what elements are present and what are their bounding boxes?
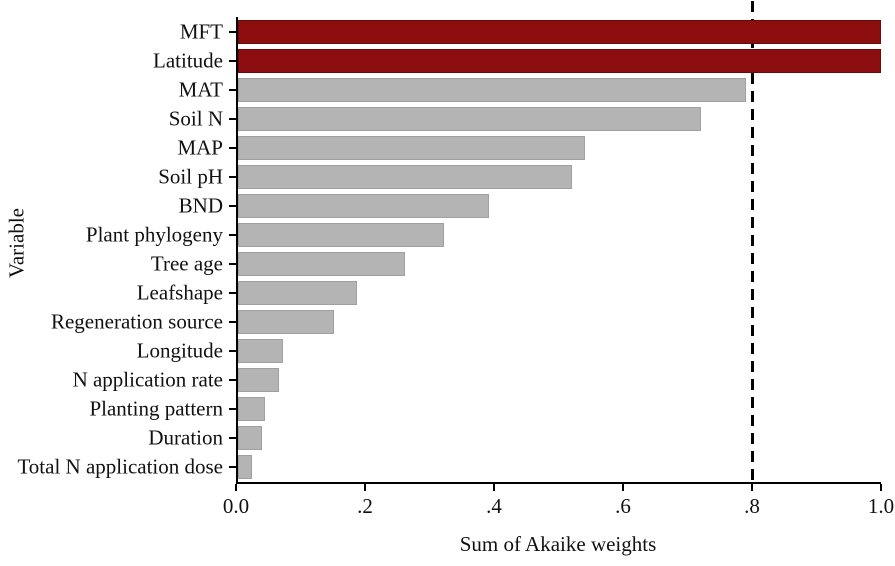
- x-tick-mark: [235, 484, 237, 491]
- bar: [238, 77, 746, 102]
- bar: [238, 164, 573, 189]
- bar: [238, 455, 253, 480]
- category-label: MAT: [178, 77, 223, 102]
- bar-row: Duration: [148, 424, 881, 453]
- y-tick-mark: [229, 321, 236, 324]
- bar: [238, 310, 335, 335]
- y-tick-mark: [229, 175, 236, 178]
- x-tick-label: 0.0: [222, 494, 250, 518]
- category-label: Latitude: [153, 48, 223, 73]
- bar-row: N application rate: [73, 366, 881, 395]
- bar-row: MAT: [179, 75, 881, 104]
- bar: [238, 426, 262, 451]
- bar-row: Tree age: [151, 250, 881, 279]
- y-tick-mark: [229, 437, 236, 440]
- bar-row: Leafshape: [137, 279, 881, 308]
- bar: [238, 222, 444, 247]
- y-tick-mark: [229, 146, 236, 149]
- bar-row: MAP: [177, 133, 881, 162]
- y-tick-mark: [229, 30, 236, 33]
- category-label: Tree age: [150, 251, 223, 276]
- bar-row: Plant phylogeny: [86, 220, 881, 249]
- bar-row: MFT: [180, 17, 881, 46]
- bar: [238, 106, 701, 131]
- bar: [238, 368, 279, 393]
- category-label: Soil N: [168, 106, 223, 131]
- y-tick-mark: [229, 408, 236, 411]
- bar-row: BND: [179, 191, 881, 220]
- bar: [238, 48, 881, 73]
- category-label: N application rate: [72, 367, 223, 392]
- category-label: Duration: [148, 425, 223, 450]
- bar: [238, 397, 265, 422]
- x-tick-label: .4: [486, 494, 502, 518]
- bar-row: Total N application dose: [17, 453, 881, 482]
- y-tick-mark: [229, 204, 236, 207]
- y-tick-mark: [229, 88, 236, 91]
- bar: [238, 339, 283, 364]
- category-label: Plant phylogeny: [85, 222, 223, 247]
- category-label: Leafshape: [136, 280, 223, 305]
- bar: [238, 252, 406, 277]
- category-label: Soil pH: [158, 164, 223, 189]
- category-label: MAP: [177, 135, 223, 160]
- x-tick-mark: [493, 484, 495, 491]
- category-label: Longitude: [136, 338, 223, 363]
- category-label: MFT: [179, 19, 223, 44]
- y-tick-mark: [229, 263, 236, 266]
- bar-row: Planting pattern: [89, 395, 881, 424]
- reference-line: [750, 1, 754, 482]
- x-tick-mark: [622, 484, 624, 491]
- plot-area: MFT Latitude MAT Soil N MAP Soil pH BND Plant p…: [17, 1, 894, 517]
- bar-row: Longitude: [137, 337, 881, 366]
- y-tick-mark: [229, 466, 236, 469]
- x-axis-line: [236, 482, 881, 484]
- category-label: Total N application dose: [17, 454, 223, 479]
- x-tick-mark: [364, 484, 366, 491]
- category-label: BND: [178, 193, 223, 218]
- x-tick-mark: [880, 484, 882, 491]
- bar-row: Latitude: [153, 46, 881, 75]
- y-tick-mark: [229, 59, 236, 62]
- bar: [238, 135, 586, 160]
- bar-row: Soil pH: [158, 162, 881, 191]
- y-tick-mark: [229, 117, 236, 120]
- y-axis-title: Variable: [4, 208, 29, 278]
- bar: [238, 281, 357, 306]
- bar: [238, 19, 881, 44]
- x-tick-label: .6: [615, 494, 631, 518]
- y-axis-line: [236, 17, 238, 484]
- category-label: Planting pattern: [89, 396, 223, 421]
- x-tick-mark: [751, 484, 753, 491]
- bar-row: Regeneration source: [51, 308, 881, 337]
- x-axis-title: Sum of Akaike weights: [459, 532, 657, 556]
- y-tick-mark: [229, 292, 236, 295]
- x-tick-label: .2: [357, 494, 373, 518]
- y-tick-mark: [229, 379, 236, 382]
- x-tick-label: .8: [744, 494, 760, 518]
- y-tick-mark: [229, 233, 236, 236]
- bar: [238, 193, 489, 218]
- bar-row: Soil N: [169, 104, 881, 133]
- x-tick-label: 1.0: [867, 494, 895, 518]
- category-label: Regeneration source: [50, 309, 223, 334]
- y-tick-mark: [229, 350, 236, 353]
